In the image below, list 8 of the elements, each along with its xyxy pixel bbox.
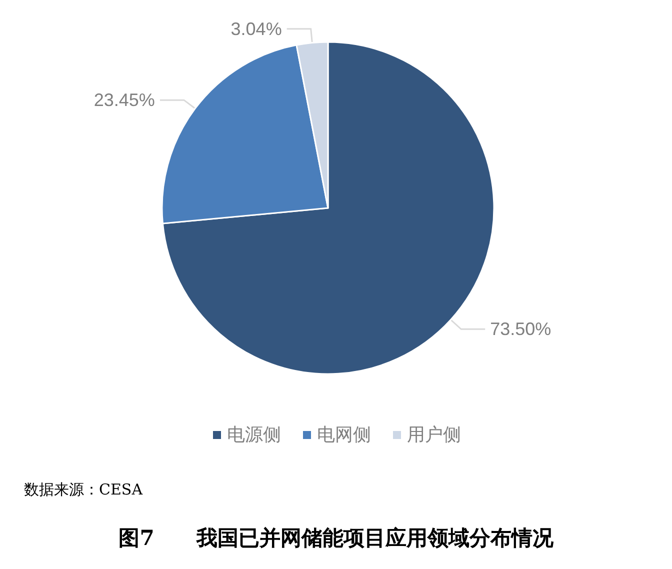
legend-label: 电网侧 — [317, 424, 371, 446]
data-label: 73.50% — [490, 319, 552, 340]
data-label: 3.04% — [230, 18, 282, 39]
legend-label: 用户侧 — [407, 424, 461, 446]
text: 图7 我国已并网储能项目应用领域分布情况 — [118, 525, 554, 550]
data-label: 23.45% — [94, 90, 155, 110]
legend-label: 电源侧 — [227, 424, 281, 446]
source-note: 数据来源：CESA — [24, 480, 143, 498]
